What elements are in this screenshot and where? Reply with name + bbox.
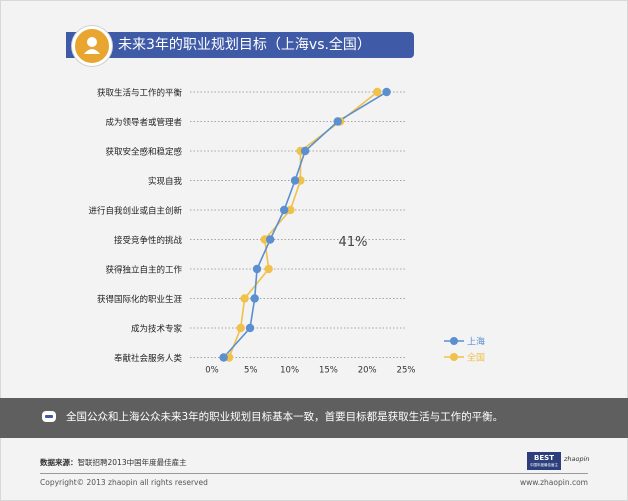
category-label: 获取生活与工作的平衡 (97, 88, 183, 99)
x-tick-label: 0% (205, 366, 219, 376)
title-bar (66, 32, 414, 58)
footer-divider (40, 473, 588, 474)
legend-label: 全国 (467, 352, 485, 364)
logo-sub: 中国年度最佳雇主 (530, 463, 558, 467)
person-icon (84, 37, 100, 54)
category-label: 成为技术专家 (131, 324, 183, 335)
source-text: 智联招聘2013中国年度最佳雇主 (77, 458, 187, 467)
summary-band (0, 398, 628, 438)
chart-plot: 获取生活与工作的平衡成为领导者或管理者获取安全感和稳定感实现自我进行自我创业或自… (88, 87, 485, 376)
data-point (245, 323, 255, 333)
data-point (279, 205, 289, 215)
logo-best: BEST (527, 452, 561, 470)
category-label: 接受竞争性的挑战 (114, 235, 183, 246)
category-label: 进行自我创业或自主创新 (88, 206, 182, 217)
data-point (286, 205, 295, 215)
category-label: 获取安全感和稳定感 (105, 147, 182, 158)
data-point (373, 87, 382, 97)
website-link[interactable]: www.zhaopin.com (520, 478, 588, 487)
category-label: 实现自我 (148, 176, 183, 187)
data-point (219, 353, 228, 362)
data-point (252, 264, 262, 274)
data-point (236, 323, 245, 333)
series-line (223, 91, 388, 359)
category-label: 成为领导者或管理者 (105, 117, 182, 128)
data-point (300, 146, 310, 156)
speech-bubble-icon (42, 411, 56, 422)
x-tick-label: 10% (280, 366, 299, 376)
x-tick-label: 5% (244, 366, 258, 376)
category-label: 奉献社会服务人类 (114, 353, 183, 364)
data-point (333, 117, 342, 126)
summary-text: 全国公众和上海公众未来3年的职业规划目标基本一致，首要目标都是获取生活与工作的平… (66, 411, 504, 423)
data-point (240, 294, 249, 303)
logo-brand: zhaopin (564, 455, 590, 463)
data-point (266, 235, 275, 244)
data-point (290, 176, 300, 185)
best-employer-logo: BEST 中国年度最佳雇主 zhaopin (527, 452, 590, 470)
data-point (264, 264, 273, 274)
legend-label: 上海 (467, 336, 485, 348)
copyright-text: Copyright© 2013 zhaopin all rights reser… (40, 478, 208, 487)
data-point (250, 294, 259, 303)
category-label: 获得独立自主的工作 (105, 265, 182, 276)
data-point (382, 87, 391, 97)
source-label: 数据来源： (40, 458, 78, 467)
title-icon-badge (72, 26, 112, 66)
x-tick-label: 15% (319, 366, 338, 376)
legend-marker (450, 353, 458, 361)
x-tick-label: 20% (358, 366, 377, 376)
x-tick-label: 25% (397, 366, 416, 376)
page-title: 未来3年的职业规划目标（上海vs.全国） (118, 37, 371, 53)
source-line: 数据来源：智联招聘2013中国年度最佳雇主 (40, 457, 187, 468)
legend-marker (450, 337, 458, 345)
annotation-label: 41% (339, 235, 368, 250)
category-label: 获得国际化的职业生涯 (97, 294, 183, 305)
